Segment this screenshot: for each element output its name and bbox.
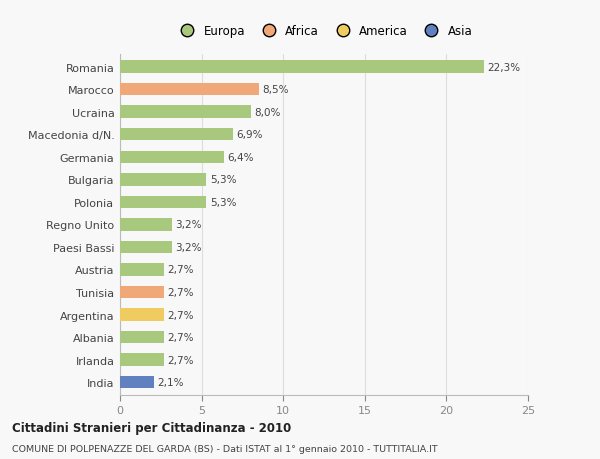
Text: 2,7%: 2,7% bbox=[167, 265, 194, 275]
Bar bbox=[120, 241, 172, 253]
Text: COMUNE DI POLPENAZZE DEL GARDA (BS) - Dati ISTAT al 1° gennaio 2010 - TUTTITALIA: COMUNE DI POLPENAZZE DEL GARDA (BS) - Da… bbox=[12, 444, 437, 453]
Text: 8,5%: 8,5% bbox=[262, 85, 289, 95]
Text: 2,7%: 2,7% bbox=[167, 310, 194, 320]
Text: 3,2%: 3,2% bbox=[175, 220, 202, 230]
Text: 3,2%: 3,2% bbox=[175, 242, 202, 252]
Text: 2,7%: 2,7% bbox=[167, 332, 194, 342]
Text: 5,3%: 5,3% bbox=[210, 197, 236, 207]
Text: 5,3%: 5,3% bbox=[210, 175, 236, 185]
Text: 2,7%: 2,7% bbox=[167, 287, 194, 297]
Bar bbox=[120, 354, 164, 366]
Text: 22,3%: 22,3% bbox=[487, 62, 520, 73]
Legend: Europa, Africa, America, Asia: Europa, Africa, America, Asia bbox=[170, 20, 478, 43]
Bar bbox=[120, 264, 164, 276]
Bar bbox=[120, 331, 164, 344]
Text: 2,1%: 2,1% bbox=[158, 377, 184, 387]
Text: 8,0%: 8,0% bbox=[254, 107, 280, 118]
Bar bbox=[120, 151, 224, 163]
Bar bbox=[120, 61, 484, 73]
Bar bbox=[120, 286, 164, 298]
Text: Cittadini Stranieri per Cittadinanza - 2010: Cittadini Stranieri per Cittadinanza - 2… bbox=[12, 421, 291, 435]
Bar bbox=[120, 309, 164, 321]
Bar bbox=[120, 106, 251, 118]
Text: 2,7%: 2,7% bbox=[167, 355, 194, 365]
Bar bbox=[120, 174, 206, 186]
Bar bbox=[120, 219, 172, 231]
Bar bbox=[120, 376, 154, 389]
Text: 6,9%: 6,9% bbox=[236, 130, 262, 140]
Text: 6,4%: 6,4% bbox=[228, 152, 254, 162]
Bar bbox=[120, 84, 259, 96]
Bar bbox=[120, 129, 233, 141]
Bar bbox=[120, 196, 206, 208]
